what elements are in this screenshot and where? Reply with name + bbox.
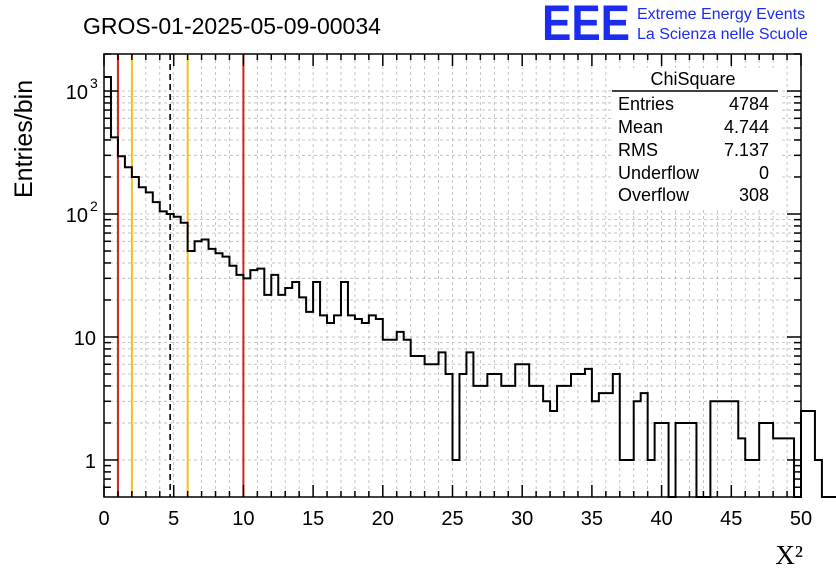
stats-value-rms: 7.137 bbox=[724, 140, 769, 160]
x-tick-label: 15 bbox=[302, 508, 324, 530]
x-tick-label: 45 bbox=[720, 508, 742, 530]
stats-value-underflow: 0 bbox=[759, 163, 769, 183]
x-axis-title: X² bbox=[775, 540, 803, 570]
logo-letters: EEE bbox=[542, 0, 630, 51]
y-tick-label: 10 3 bbox=[66, 75, 98, 104]
stats-box: ChiSquare Entries 4784 Mean 4.744 RMS 7.… bbox=[612, 68, 780, 208]
y-tick-label-exponent: 3 bbox=[90, 75, 98, 91]
stats-label-entries: Entries bbox=[618, 94, 674, 114]
stats-label-mean: Mean bbox=[618, 117, 663, 137]
x-tick-label: 50 bbox=[790, 508, 812, 530]
stats-title: ChiSquare bbox=[650, 69, 735, 89]
x-tick-label: 40 bbox=[650, 508, 672, 530]
x-tick-label: 0 bbox=[98, 508, 109, 530]
stats-label-rms: RMS bbox=[618, 140, 658, 160]
stats-label-overflow: Overflow bbox=[618, 185, 690, 205]
y-tick-label-base: 10 bbox=[66, 82, 88, 104]
histogram-line bbox=[104, 76, 836, 498]
stats-value-mean: 4.744 bbox=[724, 117, 769, 137]
x-tick-label: 30 bbox=[511, 508, 533, 530]
logo-line-2: La Scienza nelle Scuole bbox=[637, 26, 808, 43]
x-tick-label: 5 bbox=[168, 508, 179, 530]
y-tick-label-base: 10 bbox=[74, 328, 96, 350]
y-tick-label: 10 bbox=[74, 328, 96, 350]
eee-logo: EEE Extreme Energy Events La Scienza nel… bbox=[542, 0, 808, 51]
x-tick-label: 35 bbox=[581, 508, 603, 530]
y-tick-label-exponent: 2 bbox=[90, 198, 98, 214]
stats-value-entries: 4784 bbox=[729, 94, 769, 114]
stats-label-underflow: Underflow bbox=[618, 163, 700, 183]
stats-value-overflow: 308 bbox=[739, 185, 769, 205]
y-tick-label-base: 1 bbox=[85, 451, 96, 473]
x-tick-label: 10 bbox=[232, 508, 254, 530]
y-tick-label: 1 bbox=[85, 451, 96, 473]
x-tick-label: 25 bbox=[441, 508, 463, 530]
y-tick-label: 10 2 bbox=[66, 198, 98, 227]
logo-line-1: Extreme Energy Events bbox=[637, 6, 805, 23]
y-axis-title: Entries/bin bbox=[10, 80, 38, 198]
y-tick-label-base: 10 bbox=[66, 205, 88, 227]
x-tick-label: 20 bbox=[372, 508, 394, 530]
chart-title: GROS-01-2025-05-09-00034 bbox=[83, 13, 381, 39]
